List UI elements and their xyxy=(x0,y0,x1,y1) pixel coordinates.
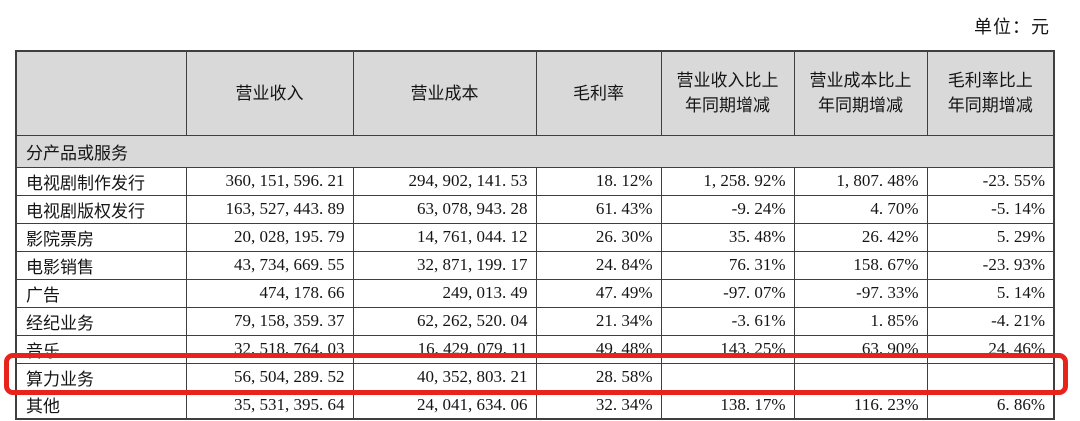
cell-revenue-yoy xyxy=(660,362,795,392)
cell-margin: 49. 48% xyxy=(535,334,662,364)
cell-margin: 28. 58% xyxy=(535,362,662,392)
cell-cost-yoy: -97. 33% xyxy=(793,278,928,308)
table-row: 影院票房 20, 028, 195. 79 14, 761, 044. 12 2… xyxy=(15,222,1055,252)
cell-cost: 32, 871, 199. 17 xyxy=(352,250,537,280)
cell-margin: 21. 34% xyxy=(535,306,662,336)
cell-cost: 14, 761, 044. 12 xyxy=(352,222,537,252)
cell-cost: 63, 078, 943. 28 xyxy=(352,194,537,224)
cell-revenue-yoy: -97. 07% xyxy=(660,278,795,308)
cell-revenue: 56, 504, 289. 52 xyxy=(185,362,354,392)
cell-margin-yoy: -5. 14% xyxy=(926,194,1055,224)
cell-revenue-yoy: 1, 258. 92% xyxy=(660,166,795,196)
cell-margin: 32. 34% xyxy=(535,390,662,420)
cell-revenue-yoy: 143. 25% xyxy=(660,334,795,364)
cell-margin-yoy: 24. 46% xyxy=(926,334,1055,364)
header-margin-yoy: 毛利率比上年同期增减 xyxy=(926,50,1055,136)
cell-cost: 24, 041, 634. 06 xyxy=(352,390,537,420)
cell-revenue-yoy: 138. 17% xyxy=(660,390,795,420)
row-label: 其他 xyxy=(15,390,187,420)
row-label: 电视剧制作发行 xyxy=(15,166,187,196)
header-cost-yoy: 营业成本比上年同期增减 xyxy=(793,50,928,136)
cell-revenue: 163, 527, 443. 89 xyxy=(185,194,354,224)
cell-cost-yoy xyxy=(793,362,928,392)
cell-cost-yoy: 63. 90% xyxy=(793,334,928,364)
header-margin: 毛利率 xyxy=(535,50,662,136)
unit-label: 单位：元 xyxy=(974,17,1050,37)
row-label: 影院票房 xyxy=(15,222,187,252)
section-label: 分产品或服务 xyxy=(15,134,1055,168)
cell-revenue: 474, 178. 66 xyxy=(185,278,354,308)
cell-cost: 294, 902, 141. 53 xyxy=(352,166,537,196)
header-cost: 营业成本 xyxy=(352,50,537,136)
row-label: 广告 xyxy=(15,278,187,308)
table-header-row: 营业收入 营业成本 毛利率 营业收入比上年同期增减 营业成本比上年同期增减 毛利… xyxy=(15,50,1055,136)
table-row: 算力业务 56, 504, 289. 52 40, 352, 803. 21 2… xyxy=(15,362,1055,392)
cell-revenue-yoy: 76. 31% xyxy=(660,250,795,280)
cell-revenue-yoy: -9. 24% xyxy=(660,194,795,224)
cell-margin: 61. 43% xyxy=(535,194,662,224)
table-row: 经纪业务 79, 158, 359. 37 62, 262, 520. 04 2… xyxy=(15,306,1055,336)
table-row: 其他 35, 531, 395. 64 24, 041, 634. 06 32.… xyxy=(15,390,1055,420)
cell-margin: 26. 30% xyxy=(535,222,662,252)
row-label: 电视剧版权发行 xyxy=(15,194,187,224)
cell-cost-yoy: 158. 67% xyxy=(793,250,928,280)
cell-margin-yoy: 5. 29% xyxy=(926,222,1055,252)
cell-cost: 62, 262, 520. 04 xyxy=(352,306,537,336)
header-revenue-yoy: 营业收入比上年同期增减 xyxy=(660,50,795,136)
cell-cost-yoy: 116. 23% xyxy=(793,390,928,420)
row-label: 算力业务 xyxy=(15,362,187,392)
cell-margin-yoy: -23. 93% xyxy=(926,250,1055,280)
row-label: 电影销售 xyxy=(15,250,187,280)
cell-margin-yoy: 5. 14% xyxy=(926,278,1055,308)
cell-cost-yoy: 4. 70% xyxy=(793,194,928,224)
table-row: 电视剧版权发行 163, 527, 443. 89 63, 078, 943. … xyxy=(15,194,1055,224)
cell-revenue: 20, 028, 195. 79 xyxy=(185,222,354,252)
table-row: 音乐 32, 518, 764. 03 16, 429, 079. 11 49.… xyxy=(15,334,1055,364)
cell-cost-yoy: 1, 807. 48% xyxy=(793,166,928,196)
cell-margin-yoy: -23. 55% xyxy=(926,166,1055,196)
cell-revenue-yoy: 35. 48% xyxy=(660,222,795,252)
table-row: 电视剧制作发行 360, 151, 596. 21 294, 902, 141.… xyxy=(15,166,1055,196)
product-service-table: 营业收入 营业成本 毛利率 营业收入比上年同期增减 营业成本比上年同期增减 毛利… xyxy=(15,50,1055,420)
cell-cost: 16, 429, 079. 11 xyxy=(352,334,537,364)
cell-cost: 40, 352, 803. 21 xyxy=(352,362,537,392)
cell-revenue: 32, 518, 764. 03 xyxy=(185,334,354,364)
cell-cost: 249, 013. 49 xyxy=(352,278,537,308)
header-revenue: 营业收入 xyxy=(185,50,354,136)
cell-revenue: 79, 158, 359. 37 xyxy=(185,306,354,336)
row-label: 经纪业务 xyxy=(15,306,187,336)
cell-revenue: 43, 734, 669. 55 xyxy=(185,250,354,280)
cell-margin: 18. 12% xyxy=(535,166,662,196)
cell-cost-yoy: 1. 85% xyxy=(793,306,928,336)
cell-margin-yoy: 6. 86% xyxy=(926,390,1055,420)
cell-margin-yoy: -4. 21% xyxy=(926,306,1055,336)
cell-revenue-yoy: -3. 61% xyxy=(660,306,795,336)
table-row: 广告 474, 178. 66 249, 013. 49 47. 49% -97… xyxy=(15,278,1055,308)
cell-margin: 24. 84% xyxy=(535,250,662,280)
section-row: 分产品或服务 xyxy=(15,134,1055,168)
cell-cost-yoy: 26. 42% xyxy=(793,222,928,252)
cell-margin: 47. 49% xyxy=(535,278,662,308)
cell-margin-yoy xyxy=(926,362,1055,392)
row-label: 音乐 xyxy=(15,334,187,364)
table-row: 电影销售 43, 734, 669. 55 32, 871, 199. 17 2… xyxy=(15,250,1055,280)
cell-revenue: 360, 151, 596. 21 xyxy=(185,166,354,196)
cell-revenue: 35, 531, 395. 64 xyxy=(185,390,354,420)
header-blank xyxy=(15,50,187,136)
